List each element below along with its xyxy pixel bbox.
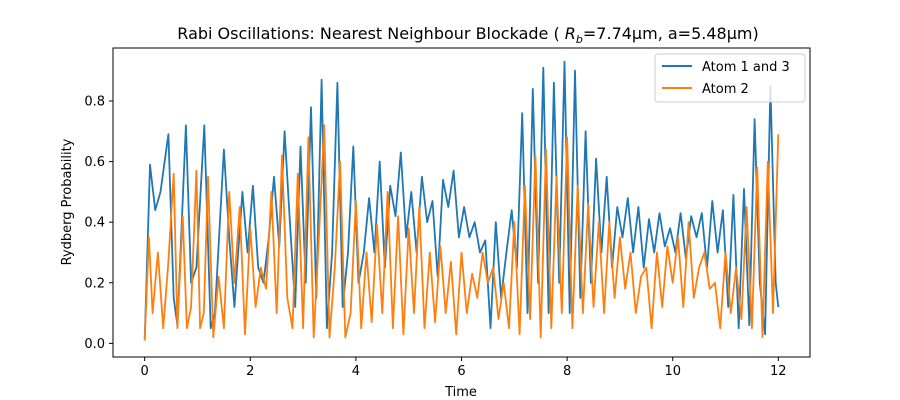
legend-label-atom-1-and-3: Atom 1 and 3 bbox=[702, 60, 790, 75]
x-axis-label: Time bbox=[444, 385, 477, 400]
x-tick-label: 0 bbox=[141, 364, 149, 379]
legend-box bbox=[654, 53, 806, 103]
y-tick-label: 0.6 bbox=[84, 155, 105, 170]
chart-title: Rabi Oscillations: Nearest Neighbour Blo… bbox=[177, 24, 758, 46]
legend-label-atom-2: Atom 2 bbox=[702, 82, 749, 97]
y-tick-label: 0.0 bbox=[84, 337, 105, 352]
y-tick-label: 0.2 bbox=[84, 276, 105, 291]
x-axis-ticks: 0 2 4 6 8 10 12 bbox=[141, 357, 787, 379]
title-rest: =7.74μm, a=5.48μm) bbox=[583, 24, 759, 43]
x-tick-label: 6 bbox=[457, 364, 465, 379]
y-tick-label: 0.8 bbox=[84, 95, 105, 110]
x-tick-label: 2 bbox=[246, 364, 254, 379]
x-tick-label: 4 bbox=[352, 364, 360, 379]
y-axis-ticks: 0.0 0.2 0.4 0.6 0.8 bbox=[84, 95, 113, 352]
title-sub: b bbox=[576, 33, 583, 46]
title-r: R bbox=[565, 24, 576, 43]
x-tick-label: 10 bbox=[664, 364, 681, 379]
y-tick-label: 0.4 bbox=[84, 216, 105, 231]
legend: Atom 1 and 3 Atom 2 bbox=[654, 53, 806, 103]
series-line-atom-2 bbox=[143, 124, 780, 341]
x-tick-label: 8 bbox=[563, 364, 571, 379]
title-main: Rabi Oscillations: Nearest Neighbour Blo… bbox=[177, 24, 564, 43]
y-axis-label: Rydberg Probability bbox=[60, 138, 75, 265]
series-layer bbox=[143, 60, 780, 341]
x-tick-label: 12 bbox=[770, 364, 787, 379]
